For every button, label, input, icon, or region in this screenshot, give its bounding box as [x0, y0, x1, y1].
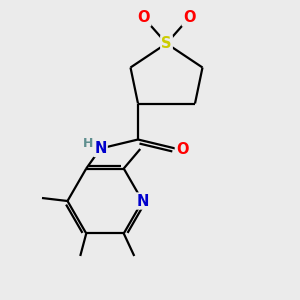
- Text: H: H: [83, 136, 93, 150]
- Text: O: O: [176, 142, 188, 158]
- Text: O: O: [183, 11, 195, 26]
- Text: N: N: [136, 194, 149, 208]
- Text: S: S: [161, 36, 172, 51]
- Text: N: N: [94, 141, 107, 156]
- Text: O: O: [138, 11, 150, 26]
